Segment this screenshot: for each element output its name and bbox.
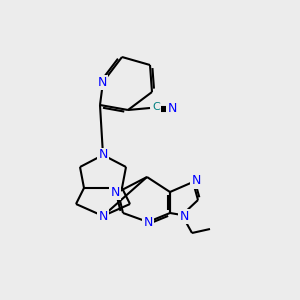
Text: N: N <box>110 185 120 199</box>
Text: N: N <box>97 76 107 88</box>
Text: N: N <box>98 209 108 223</box>
Text: N: N <box>167 102 177 115</box>
Text: N: N <box>98 148 108 161</box>
Text: N: N <box>143 217 153 230</box>
Text: C: C <box>152 102 160 112</box>
Text: N: N <box>179 209 189 223</box>
Text: N: N <box>191 175 201 188</box>
